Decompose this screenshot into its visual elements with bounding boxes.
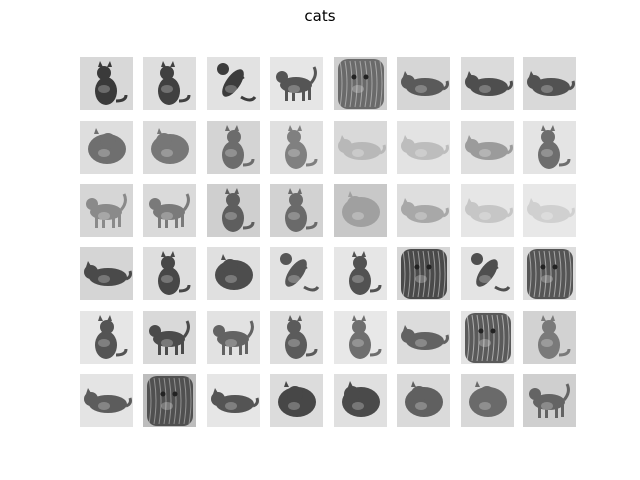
cat-thumbnail: [80, 57, 133, 110]
cat-thumbnail: [397, 247, 450, 300]
figure-title: cats: [304, 7, 336, 25]
cat-thumbnail: [334, 184, 387, 237]
cat-thumbnail: [270, 247, 323, 300]
cat-thumbnail: [523, 311, 576, 364]
cat-thumbnail: [523, 374, 576, 427]
cat-thumbnail: [397, 184, 450, 237]
cat-thumbnail: [461, 247, 514, 300]
cat-thumbnail: [397, 57, 450, 110]
thumbnail-grid: [80, 57, 576, 427]
cat-thumbnail: [207, 57, 260, 110]
cat-thumbnail: [334, 247, 387, 300]
cat-thumbnail: [143, 184, 196, 237]
cat-thumbnail: [523, 57, 576, 110]
cat-thumbnail: [461, 121, 514, 174]
cat-thumbnail: [207, 374, 260, 427]
cat-thumbnail: [461, 184, 514, 237]
cat-thumbnail: [143, 121, 196, 174]
cat-thumbnail: [207, 311, 260, 364]
cat-thumbnail: [523, 247, 576, 300]
cat-thumbnail: [334, 374, 387, 427]
cat-thumbnail: [397, 311, 450, 364]
cat-thumbnail: [461, 311, 514, 364]
cat-thumbnail: [80, 374, 133, 427]
cat-thumbnail: [207, 184, 260, 237]
cat-thumbnail: [523, 184, 576, 237]
cat-thumbnail: [143, 57, 196, 110]
cat-thumbnail: [143, 311, 196, 364]
cat-thumbnail: [80, 311, 133, 364]
cat-thumbnail: [207, 121, 260, 174]
cat-thumbnail: [397, 374, 450, 427]
cat-thumbnail: [397, 121, 450, 174]
cat-thumbnail: [270, 311, 323, 364]
cat-thumbnail: [334, 57, 387, 110]
cat-thumbnail: [334, 311, 387, 364]
cat-thumbnail: [334, 121, 387, 174]
cat-thumbnail: [270, 184, 323, 237]
cat-thumbnail: [270, 121, 323, 174]
cat-thumbnail: [80, 247, 133, 300]
cat-thumbnail: [461, 374, 514, 427]
cat-thumbnail: [523, 121, 576, 174]
cat-thumbnail: [270, 57, 323, 110]
cat-thumbnail: [461, 57, 514, 110]
cat-thumbnail: [80, 184, 133, 237]
cat-thumbnail: [80, 121, 133, 174]
cat-thumbnail: [270, 374, 323, 427]
cat-thumbnail: [143, 247, 196, 300]
cat-thumbnail: [143, 374, 196, 427]
cat-thumbnail: [207, 247, 260, 300]
